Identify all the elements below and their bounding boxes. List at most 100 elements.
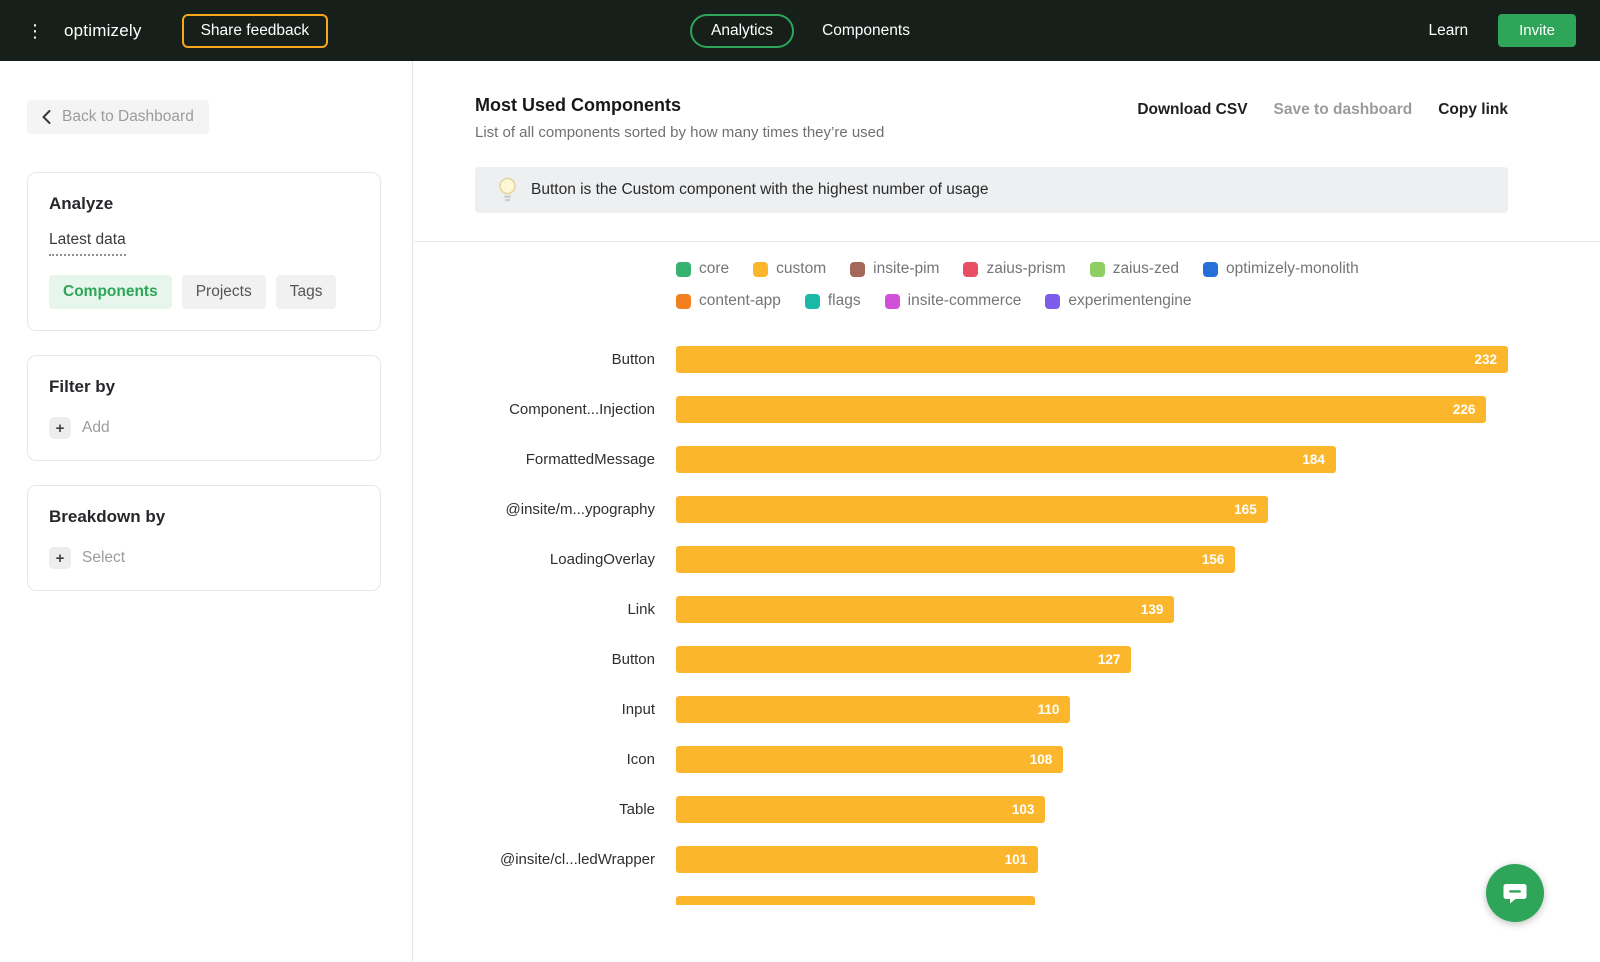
- legend-item-flags[interactable]: flags: [804, 292, 861, 310]
- add-filter-label: Add: [82, 419, 110, 436]
- chart-row-partial: [475, 896, 1508, 905]
- chart-row: Button 127: [475, 646, 1508, 673]
- bar-FormattedMessage[interactable]: 184: [676, 446, 1336, 473]
- chevron-left-icon: [42, 110, 51, 124]
- bar-label: LoadingOverlay: [549, 551, 655, 568]
- bar-Button[interactable]: 232: [676, 346, 1508, 373]
- legend-swatch: [1203, 261, 1219, 277]
- bar-label: @insite/m...ypography: [505, 501, 655, 518]
- bar-value: 103: [1011, 802, 1035, 817]
- copy-link-button[interactable]: Copy link: [1438, 101, 1508, 118]
- share-feedback-button[interactable]: Share feedback: [181, 13, 329, 48]
- bar-value: 184: [1302, 452, 1325, 467]
- bar-Component...Injection[interactable]: 226: [676, 396, 1487, 423]
- navbar-tabs: Analytics Components: [690, 13, 910, 48]
- bar-partial[interactable]: [676, 896, 1035, 905]
- legend-item-insite-commerce[interactable]: insite-commerce: [884, 292, 1021, 310]
- filter-by-card: Filter by + Add: [27, 355, 381, 461]
- chart-row: FormattedMessage 184: [475, 446, 1508, 473]
- lightbulb-icon: [498, 176, 517, 204]
- top-navbar: ⋮ optimizely Share feedback Analytics Co…: [0, 0, 1600, 61]
- legend-item-custom[interactable]: custom: [753, 260, 826, 278]
- sidebar: Back to Dashboard Analyze Latest data Co…: [0, 61, 413, 962]
- add-filter-button[interactable]: + Add: [49, 417, 110, 439]
- legend-label: flags: [827, 292, 861, 309]
- plus-icon: +: [49, 547, 71, 569]
- bar-value: 127: [1097, 652, 1121, 667]
- chart-row: @insite/cl...ledWrapper 101: [475, 846, 1508, 873]
- chart-row: Button 232: [475, 346, 1508, 373]
- insight-banner: Button is the Custom component with the …: [475, 167, 1508, 213]
- chat-bubble-icon: [1501, 879, 1529, 907]
- tab-analytics[interactable]: Analytics: [690, 13, 795, 48]
- bar-Table[interactable]: 103: [676, 796, 1046, 823]
- bar-LoadingOverlay[interactable]: 156: [676, 546, 1236, 573]
- bar-label: Button: [611, 351, 655, 368]
- legend-item-content-app[interactable]: content-app: [676, 292, 781, 310]
- chip-tags[interactable]: Tags: [275, 275, 337, 309]
- bar-Icon[interactable]: 108: [676, 746, 1064, 773]
- legend-item-zaius-prism[interactable]: zaius-prism: [963, 260, 1066, 278]
- chart-legend: core custom insite-pim zaius-prism zaius-zed…: [676, 260, 1416, 310]
- bar-track: 103: [676, 796, 1508, 823]
- bar-track: 110: [676, 696, 1508, 723]
- bar-Input[interactable]: 110: [676, 696, 1071, 723]
- legend-item-experimentengine[interactable]: experimentengine: [1045, 292, 1192, 310]
- insight-banner-text: Button is the Custom component with the …: [531, 181, 989, 198]
- analyze-chips: Components Projects Tags: [49, 275, 359, 309]
- back-to-dashboard-button[interactable]: Back to Dashboard: [27, 100, 209, 134]
- legend-item-insite-pim[interactable]: insite-pim: [850, 260, 939, 278]
- kebab-menu-icon[interactable]: ⋮: [26, 20, 44, 41]
- bar-value: 108: [1029, 752, 1053, 767]
- chip-projects[interactable]: Projects: [181, 275, 266, 309]
- legend-item-optimizely-monolith[interactable]: optimizely-monolith: [1203, 260, 1359, 278]
- page-title: Most Used Components: [475, 95, 682, 115]
- chat-launcher-button[interactable]: [1486, 864, 1544, 922]
- bar-Link[interactable]: 139: [676, 596, 1175, 623]
- analyze-card: Analyze Latest data Components Projects Ta…: [27, 172, 381, 331]
- latest-data-selector[interactable]: Latest data: [49, 231, 126, 256]
- legend-swatch: [850, 261, 866, 277]
- bar-value: 101: [1004, 852, 1028, 867]
- bar-track: 232: [676, 346, 1508, 373]
- invite-button[interactable]: Invite: [1498, 14, 1576, 47]
- legend-label: content-app: [699, 292, 781, 309]
- bar-Button[interactable]: 127: [676, 646, 1132, 673]
- download-csv-button[interactable]: Download CSV: [1137, 101, 1248, 118]
- legend-swatch: [1045, 293, 1061, 309]
- bar-track: 127: [676, 646, 1508, 673]
- filter-by-title: Filter by: [49, 377, 116, 396]
- bar-label: Input: [621, 701, 655, 718]
- chart-rows: Button 232 Component...Injection 226 Formatt…: [475, 346, 1508, 905]
- select-breakdown-button[interactable]: + Select: [49, 547, 125, 569]
- save-to-dashboard-button[interactable]: Save to dashboard: [1273, 101, 1413, 118]
- bar-value: 232: [1474, 352, 1497, 367]
- bar-value: 110: [1037, 702, 1060, 717]
- legend-item-core[interactable]: core: [676, 260, 729, 278]
- chip-components[interactable]: Components: [49, 275, 172, 309]
- tab-components[interactable]: Components: [822, 21, 910, 39]
- legend-item-zaius-zed[interactable]: zaius-zed: [1089, 260, 1179, 278]
- bar-track: 139: [676, 596, 1508, 623]
- learn-link[interactable]: Learn: [1428, 21, 1469, 39]
- legend-swatch: [804, 293, 820, 309]
- breakdown-by-title: Breakdown by: [49, 507, 166, 526]
- bar-@insite/cl...ledWrapper[interactable]: 101: [676, 846, 1039, 873]
- divider: [414, 241, 1600, 242]
- navbar-right: Learn Invite: [1428, 14, 1576, 47]
- select-breakdown-label: Select: [82, 549, 126, 566]
- legend-label: experimentengine: [1068, 292, 1192, 309]
- report-header-top: Most Used Components List of all compone…: [475, 95, 1508, 141]
- bar-track: 108: [676, 746, 1508, 773]
- bar-label: Table: [619, 801, 655, 818]
- bar-@insite/m...ypography[interactable]: 165: [676, 496, 1268, 523]
- chart-row: Table 103: [475, 796, 1508, 823]
- report-actions: Download CSV Save to dashboard Copy link: [1137, 95, 1508, 119]
- bar-label: Component...Injection: [509, 401, 655, 418]
- bar-track: 156: [676, 546, 1508, 573]
- bar-label: Link: [627, 601, 655, 618]
- legend-swatch: [963, 261, 979, 277]
- bar-track: [676, 896, 1508, 905]
- legend-label: zaius-prism: [986, 260, 1066, 277]
- back-to-dashboard-label: Back to Dashboard: [62, 108, 194, 125]
